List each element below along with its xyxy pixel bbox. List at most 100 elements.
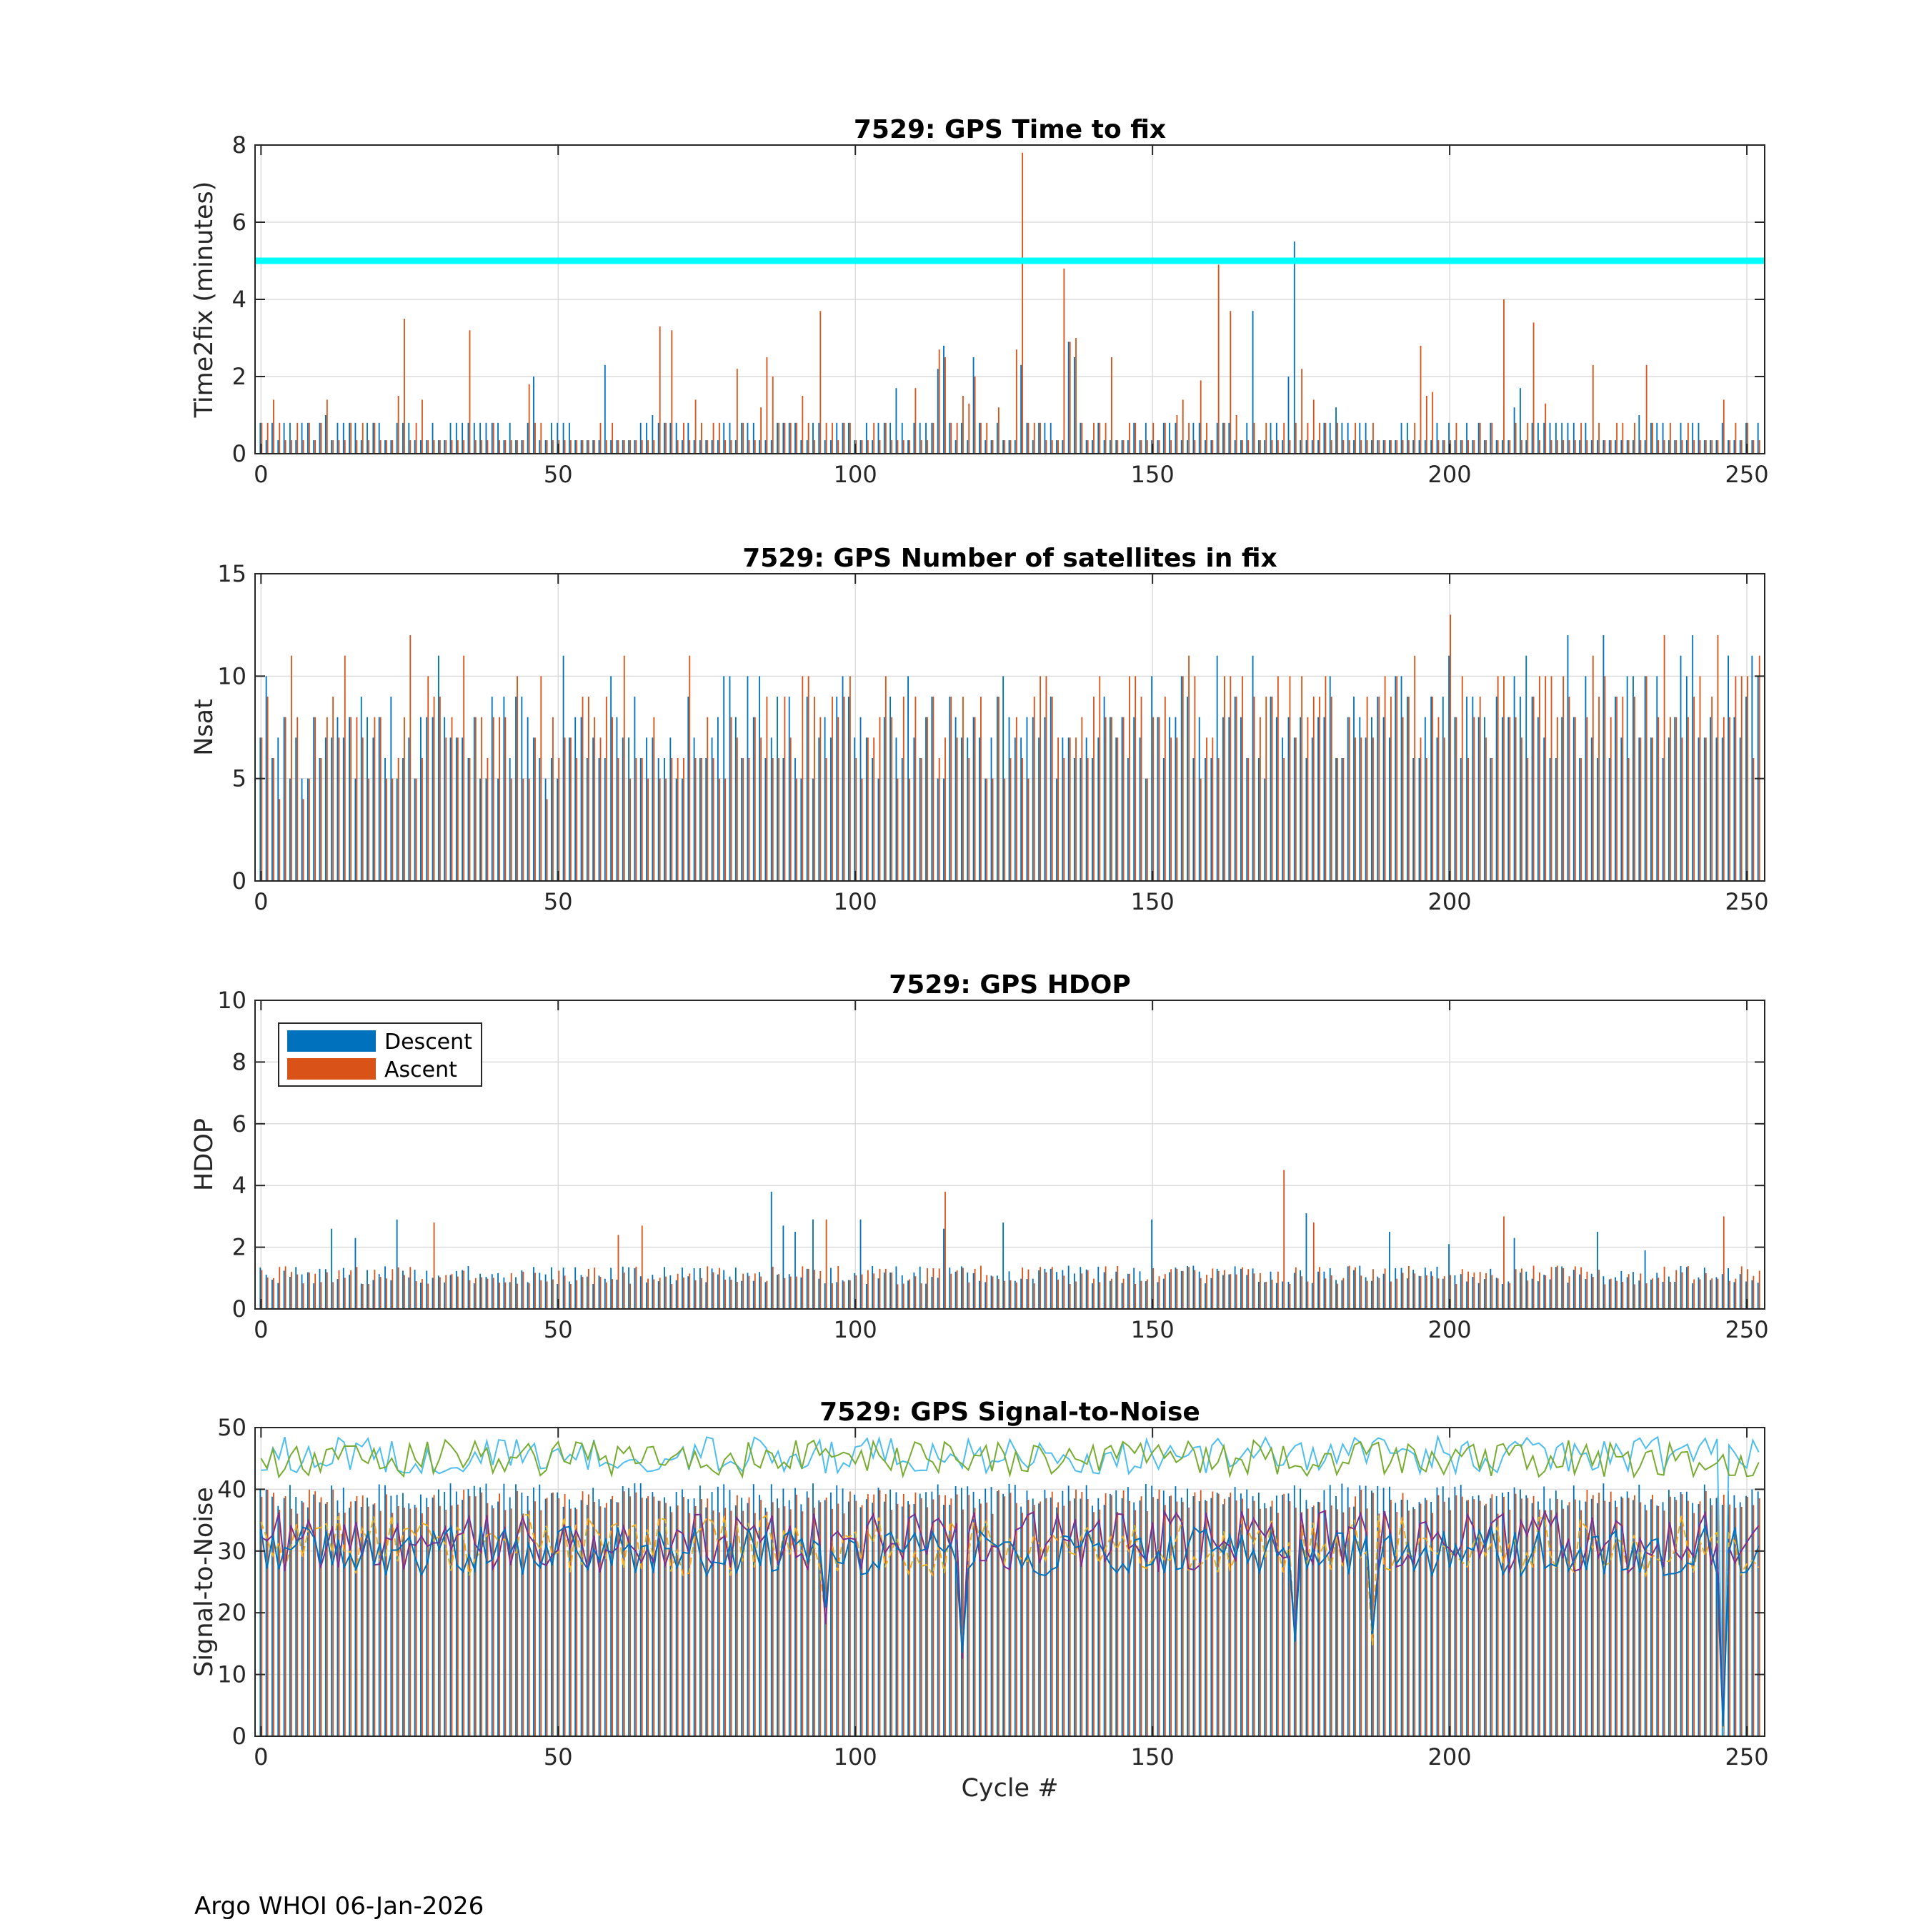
bar-descent — [1109, 1280, 1111, 1309]
bar-ascent — [1164, 422, 1166, 454]
bar-ascent — [1200, 380, 1202, 454]
bar-ascent — [1640, 737, 1642, 881]
bar-descent — [1430, 1271, 1432, 1309]
bar-ascent — [1550, 1510, 1552, 1736]
bar-descent — [734, 440, 737, 454]
bar-ascent — [1545, 1510, 1547, 1736]
bar-descent — [705, 440, 707, 454]
bar-descent — [1080, 1498, 1082, 1736]
bar-descent — [777, 422, 778, 454]
bar-ascent — [1242, 440, 1243, 454]
bar-ascent — [980, 1503, 982, 1736]
bar-descent — [1032, 1278, 1034, 1309]
bar-descent — [1050, 1268, 1052, 1309]
bar-descent — [1264, 1282, 1266, 1309]
bar-descent — [313, 440, 315, 454]
bar-descent — [342, 737, 344, 881]
bar-descent — [729, 1276, 731, 1309]
bar-ascent — [1348, 1507, 1350, 1736]
bar-descent — [1388, 737, 1390, 881]
bar-ascent — [1069, 1500, 1071, 1736]
bar-ascent — [677, 440, 679, 454]
bar-ascent — [1295, 422, 1297, 454]
bar-descent — [1371, 717, 1372, 881]
bar-descent — [1205, 1283, 1206, 1309]
x-tick-label: 0 — [254, 461, 268, 488]
bar-ascent — [914, 1492, 917, 1736]
bar-descent — [628, 1488, 629, 1736]
bar-descent — [1549, 422, 1551, 454]
bar-ascent — [1758, 1270, 1760, 1309]
bar-ascent — [1598, 422, 1600, 454]
bar-ascent — [1455, 1495, 1457, 1736]
bar-descent — [806, 697, 808, 881]
bar-descent — [467, 1265, 469, 1309]
bar-ascent — [707, 717, 709, 881]
bar-descent — [1520, 1273, 1521, 1309]
bar-ascent — [1414, 422, 1416, 454]
bar-ascent — [266, 1489, 269, 1736]
bar-ascent — [1188, 1508, 1190, 1736]
bar-descent — [901, 422, 903, 454]
bar-ascent — [1735, 1508, 1737, 1736]
bar-ascent — [1146, 1279, 1148, 1309]
bar-ascent — [1069, 1284, 1071, 1309]
bar-ascent — [564, 737, 566, 881]
bar-ascent — [492, 1278, 494, 1309]
bar-ascent — [832, 1508, 833, 1736]
bar-ascent — [754, 717, 756, 881]
bar-descent — [1050, 1497, 1052, 1736]
bar-ascent — [932, 697, 934, 881]
bar-ascent — [1242, 1267, 1243, 1309]
bar-ascent — [273, 1493, 274, 1736]
snr-line-5 — [260, 1524, 1760, 1727]
bar-descent — [729, 1490, 731, 1736]
bar-descent — [646, 737, 647, 881]
y-tick-label: 6 — [232, 1110, 246, 1137]
bar-descent — [301, 1274, 303, 1309]
bar-descent — [1710, 1280, 1712, 1309]
bar-ascent — [1330, 1505, 1332, 1736]
bar-ascent — [284, 717, 286, 881]
bar-descent — [622, 1486, 624, 1736]
bar-descent — [1175, 1486, 1177, 1736]
bar-descent — [1067, 1485, 1070, 1736]
bar-ascent — [879, 717, 881, 881]
bar-ascent — [617, 758, 619, 881]
bar-descent — [598, 1499, 600, 1736]
bar-descent — [675, 422, 677, 454]
bar-descent — [854, 440, 856, 454]
y-tick-label: 10 — [217, 662, 246, 689]
bar-ascent — [1497, 676, 1499, 881]
bar-ascent — [1592, 364, 1594, 454]
bar-descent — [1020, 1278, 1022, 1309]
bar-ascent — [368, 778, 369, 881]
y-tick-label: 10 — [217, 987, 246, 1014]
bar-ascent — [576, 1280, 578, 1309]
bar-descent — [1424, 717, 1426, 881]
bar-descent — [1157, 1498, 1159, 1736]
bar-ascent — [1735, 676, 1737, 881]
bar-descent — [1121, 717, 1123, 881]
bar-ascent — [1337, 758, 1338, 881]
bar-descent — [1169, 422, 1171, 454]
bar-descent — [449, 1483, 452, 1736]
bar-ascent — [308, 778, 310, 881]
bar-ascent — [1580, 758, 1582, 881]
bar-descent — [1448, 422, 1450, 454]
bar-descent — [907, 1501, 909, 1736]
bar-ascent — [1158, 440, 1160, 454]
bar-descent — [1388, 1232, 1390, 1309]
bar-descent — [367, 1270, 368, 1309]
bar-descent — [1210, 1278, 1212, 1309]
bar-descent — [1008, 1271, 1010, 1309]
bar-descent — [1287, 377, 1290, 454]
bar-descent — [1032, 1498, 1034, 1736]
bar-ascent — [1140, 440, 1142, 454]
bar-ascent — [772, 758, 774, 881]
bar-descent — [509, 1497, 511, 1736]
bar-descent — [283, 1270, 285, 1309]
bar-descent — [646, 1282, 647, 1309]
bar-descent — [295, 1267, 297, 1309]
bar-ascent — [1111, 1495, 1112, 1736]
